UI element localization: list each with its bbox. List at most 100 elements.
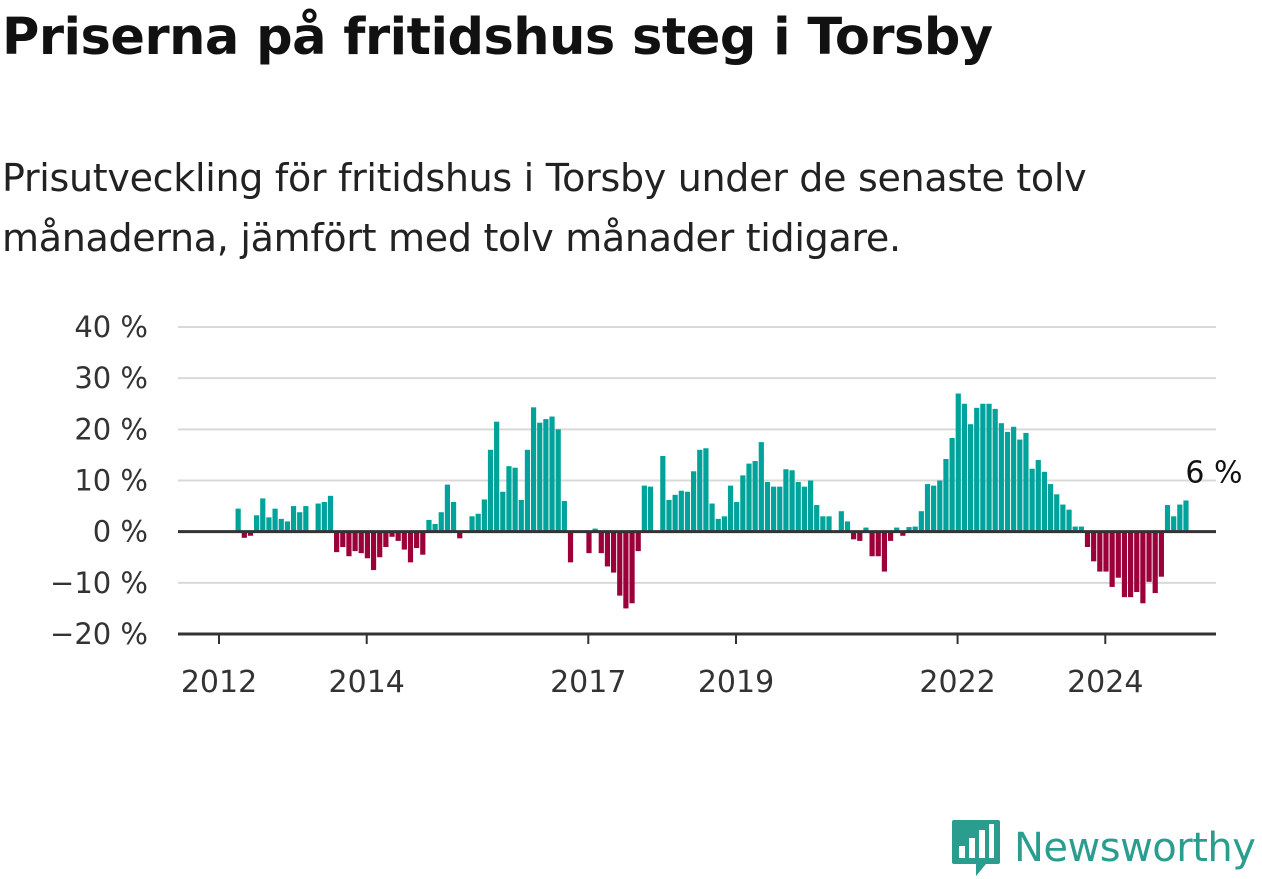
bar — [660, 455, 666, 532]
x-tick-label: 2014 — [329, 665, 405, 700]
bar — [494, 421, 500, 532]
bar — [1072, 526, 1078, 532]
x-tick-label: 2019 — [698, 665, 774, 700]
chart-subtitle: Prisutveckling för fritidshus i Torsby u… — [2, 156, 1087, 260]
bar — [740, 475, 746, 532]
bar — [875, 531, 881, 557]
bar — [1017, 439, 1023, 532]
bar — [1004, 431, 1011, 532]
y-tick-label: 20 % — [74, 412, 148, 446]
bar — [758, 442, 764, 532]
bar — [346, 531, 352, 557]
bar — [315, 503, 321, 532]
y-tick-label: 0 % — [93, 515, 148, 549]
bar — [697, 449, 703, 532]
bar — [395, 531, 401, 541]
bar — [512, 467, 518, 532]
labels: 40 % 30 % 20 % 10 % 0 % −10 % −20 % 2012 2014 201… — [50, 310, 1243, 700]
bar — [444, 484, 451, 532]
bar — [641, 485, 647, 532]
bar — [807, 480, 814, 532]
bar — [1023, 432, 1029, 532]
bar — [715, 518, 721, 532]
bar — [777, 486, 783, 532]
bar — [537, 422, 543, 532]
bar — [487, 449, 494, 532]
x-tick-label: 2022 — [919, 665, 995, 700]
bar — [771, 486, 777, 532]
bar — [709, 503, 715, 532]
bar — [334, 531, 340, 553]
bar — [1121, 531, 1128, 598]
bar — [469, 516, 475, 532]
bar — [611, 531, 617, 573]
bar — [635, 531, 641, 552]
bar — [401, 531, 407, 550]
bar — [1029, 468, 1035, 532]
bar — [1097, 531, 1103, 572]
x-tick-label: 2017 — [550, 665, 626, 700]
bar — [678, 490, 684, 532]
x-tick-label: 2012 — [181, 665, 257, 700]
bar — [370, 531, 377, 571]
chart-title: Priserna på fritidshus steg i Torsby — [2, 8, 993, 67]
bar — [1091, 531, 1097, 562]
bar — [838, 511, 844, 532]
y-tick-label: 10 % — [74, 464, 148, 498]
bar — [1066, 509, 1072, 532]
bar — [783, 469, 789, 532]
bar — [1109, 531, 1115, 587]
bar — [407, 531, 414, 563]
bar — [857, 531, 863, 541]
bar — [235, 508, 241, 532]
bar — [592, 528, 598, 532]
bar — [364, 531, 370, 559]
gridlines — [178, 326, 1216, 584]
bar — [272, 508, 278, 532]
bar — [967, 424, 974, 532]
x-tick-label: 2024 — [1067, 665, 1143, 700]
bar — [438, 512, 444, 532]
bar — [1140, 531, 1146, 604]
bar — [894, 527, 900, 532]
bar — [1171, 516, 1177, 532]
bar — [524, 449, 531, 532]
bar — [1054, 494, 1060, 532]
bar — [844, 521, 851, 532]
bar — [1152, 531, 1158, 594]
bar — [998, 423, 1004, 532]
bar — [1128, 531, 1134, 598]
bar — [604, 531, 611, 567]
bar — [555, 429, 561, 532]
bar — [303, 506, 309, 532]
bar — [863, 527, 869, 532]
bar-chart: 40 % 30 % 20 % 10 % 0 % −10 % −20 % 2012 2014 201… — [50, 310, 1243, 700]
bar — [691, 471, 697, 532]
bar — [734, 501, 740, 532]
bar — [851, 531, 857, 540]
bar — [1060, 504, 1066, 532]
bar — [992, 408, 998, 532]
bar — [684, 491, 691, 532]
bar — [420, 531, 426, 555]
bar — [974, 407, 980, 532]
bar — [567, 531, 574, 563]
bar — [358, 531, 364, 554]
bar — [543, 419, 549, 532]
bar — [481, 499, 487, 532]
bar — [727, 485, 734, 532]
bar — [518, 499, 524, 532]
bar — [764, 482, 771, 532]
bar — [321, 501, 327, 532]
bar — [266, 517, 272, 532]
bar — [801, 486, 807, 532]
bar — [906, 527, 912, 532]
bars — [235, 393, 1189, 609]
bar — [549, 416, 555, 532]
bar — [586, 531, 592, 554]
bar — [432, 523, 438, 532]
bar — [457, 531, 463, 539]
axes — [178, 530, 1216, 644]
bar — [943, 459, 949, 532]
bar — [1035, 460, 1041, 532]
